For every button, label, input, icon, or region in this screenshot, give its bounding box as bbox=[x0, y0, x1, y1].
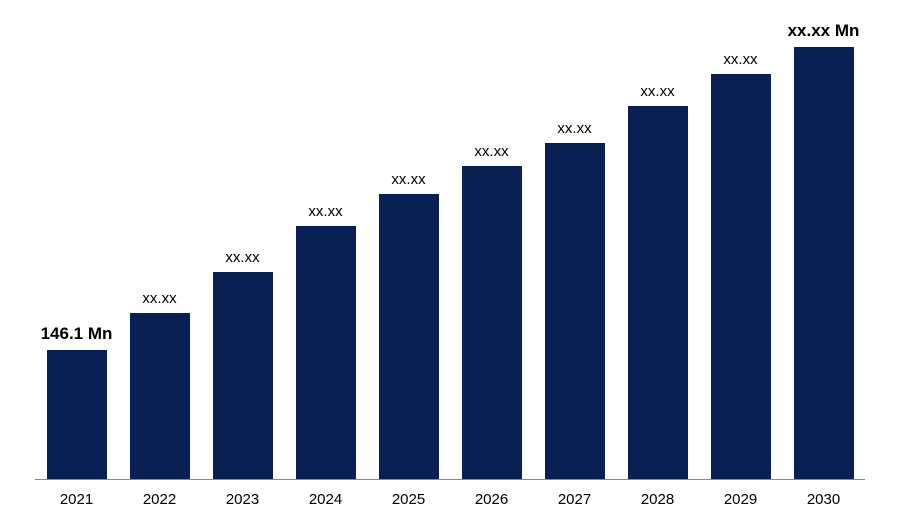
bar: xx.xx bbox=[545, 143, 605, 479]
x-axis-label: 2023 bbox=[201, 491, 284, 508]
x-axis-label: 2024 bbox=[284, 491, 367, 508]
bar-value-label: xx.xx Mn bbox=[788, 21, 860, 41]
bar: xx.xx bbox=[379, 194, 439, 479]
x-axis-label: 2022 bbox=[118, 491, 201, 508]
x-axis-label: 2030 bbox=[782, 491, 865, 508]
bar-value-label: xx.xx bbox=[225, 249, 259, 266]
bar: xx.xx Mn bbox=[794, 47, 854, 479]
bar-value-label: xx.xx bbox=[723, 51, 757, 68]
bar-value-label: xx.xx bbox=[474, 143, 508, 160]
bar: xx.xx bbox=[213, 272, 273, 479]
bar-chart: 146.1 Mn xx.xx xx.xx xx.xx xx.xx xx.xx xx.xx xx… bbox=[35, 20, 865, 480]
x-axis-labels: 2021202220232024202520262027202820292030 bbox=[35, 485, 865, 515]
x-axis-label: 2021 bbox=[35, 491, 118, 508]
bar: xx.xx bbox=[296, 226, 356, 479]
x-axis-label: 2025 bbox=[367, 491, 450, 508]
bar: xx.xx bbox=[711, 74, 771, 479]
bar: xx.xx bbox=[462, 166, 522, 479]
plot-area: 146.1 Mn xx.xx xx.xx xx.xx xx.xx xx.xx xx.xx xx… bbox=[35, 20, 865, 480]
x-axis-label: 2029 bbox=[699, 491, 782, 508]
x-axis-label: 2026 bbox=[450, 491, 533, 508]
bar: xx.xx bbox=[628, 106, 688, 479]
bar: xx.xx bbox=[130, 313, 190, 479]
bar-value-label: xx.xx bbox=[308, 203, 342, 220]
x-axis-label: 2028 bbox=[616, 491, 699, 508]
bar-value-label: xx.xx bbox=[640, 83, 674, 100]
bar: 146.1 Mn bbox=[47, 350, 107, 479]
bar-value-label: xx.xx bbox=[557, 120, 591, 137]
bar-value-label: 146.1 Mn bbox=[41, 324, 113, 344]
bar-value-label: xx.xx bbox=[142, 290, 176, 307]
x-axis-label: 2027 bbox=[533, 491, 616, 508]
bar-value-label: xx.xx bbox=[391, 171, 425, 188]
